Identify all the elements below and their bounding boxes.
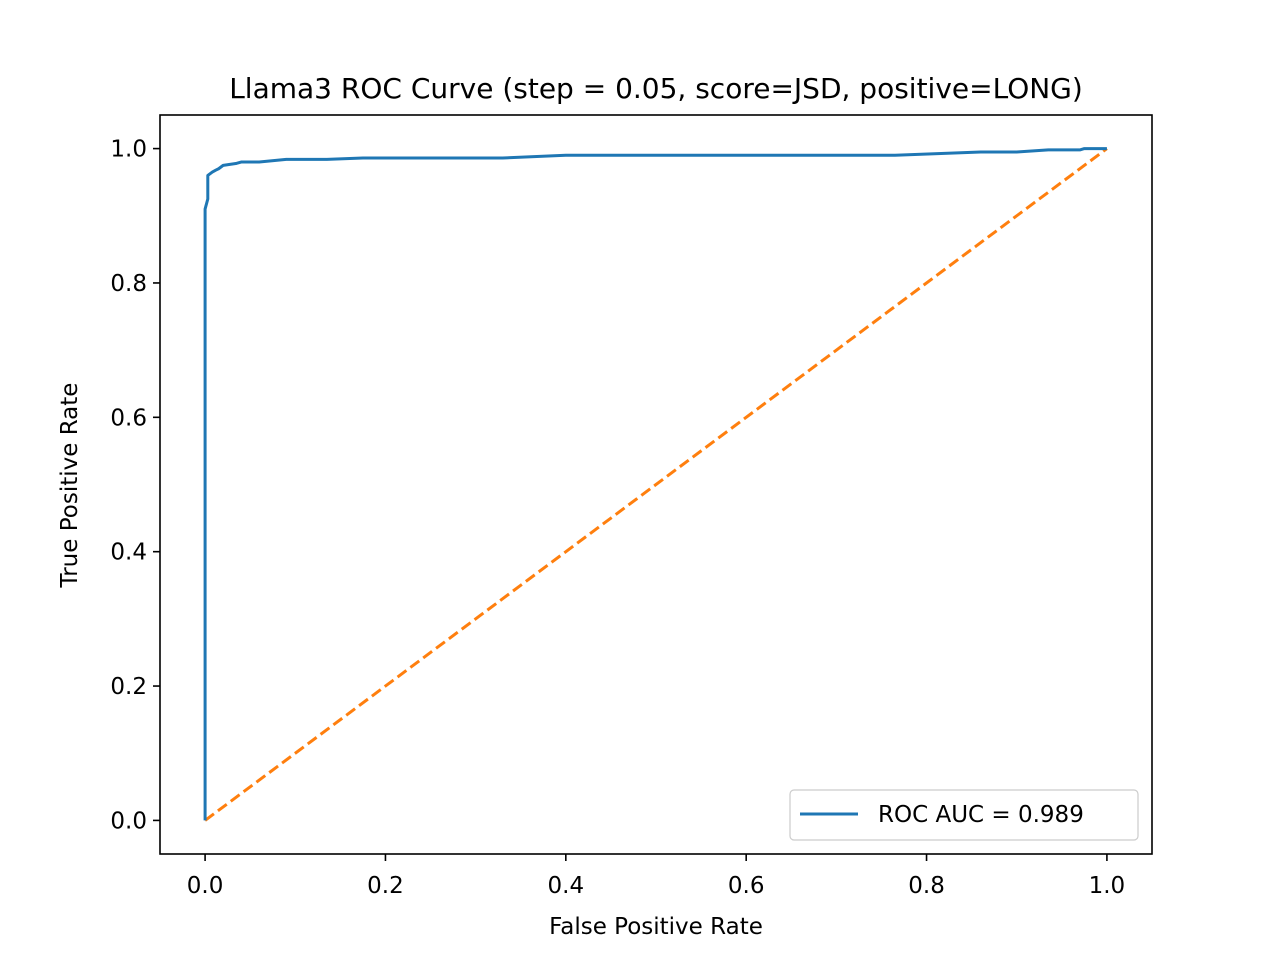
chance-diagonal-line <box>204 147 1108 822</box>
legend-box <box>789 789 1139 841</box>
axis-ticks: 0.0 0.2 0.4 0.6 0.8 1.0 0.0 0.2 0.4 0.6 0.8 1.0 <box>110 137 1125 899</box>
axes-frame <box>159 114 1153 855</box>
y-tick-label: 0.0 <box>110 808 147 834</box>
x-tick-label: 0.8 <box>908 873 945 899</box>
y-tick-label: 0.4 <box>110 540 147 566</box>
x-axis-title: False Positive Rate <box>549 914 763 940</box>
legend-label-roc: ROC AUC = 0.989 <box>878 802 1084 828</box>
plot-area <box>203 147 1108 822</box>
roc-curve-line <box>203 147 1107 821</box>
x-tick-label: 0.4 <box>548 873 585 899</box>
y-tick-label: 1.0 <box>110 137 147 163</box>
x-tick-label: 0.2 <box>367 873 404 899</box>
x-tick-label: 0.6 <box>728 873 765 899</box>
legend: ROC AUC = 0.989 <box>789 789 1139 841</box>
y-tick-label: 0.8 <box>110 271 147 297</box>
y-tick-label: 0.6 <box>110 405 147 431</box>
y-axis-title: True Positive Rate <box>57 383 83 589</box>
chart-title: Llama3 ROC Curve (step = 0.05, score=JSD… <box>229 72 1083 105</box>
x-tick-label: 0.0 <box>187 873 224 899</box>
y-tick-label: 0.2 <box>110 674 147 700</box>
x-tick-label: 1.0 <box>1089 873 1126 899</box>
